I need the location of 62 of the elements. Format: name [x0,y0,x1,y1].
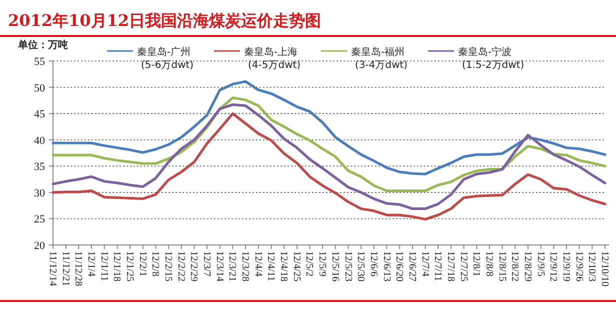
legend-label: 秦皇岛-上海 (4-5万dwt) [244,46,301,71]
x-tick-label: 11/12/28 [72,251,84,286]
x-tick-label: 12/6/13 [380,251,392,282]
x-tick-label: 12/8/1 [470,251,482,277]
x-tick-label: 11/12/21 [60,251,71,286]
x-tick-label: 12/5/9 [316,251,328,277]
x-tick-label: 12/4/18 [278,251,290,282]
line-series [52,80,606,176]
x-tick-label: 12/4/11 [265,251,276,282]
x-tick-label: 12/3/28 [240,251,251,282]
y-tick-label: 35 [34,161,46,174]
y-tick-label: 50 [34,82,46,94]
line-series [52,96,606,192]
x-tick-label: 12/2/1 [136,251,148,277]
x-tick-label: 12/5/30 [355,251,366,282]
x-tick-label: 12/10/10 [599,251,610,287]
x-tick-label: 12/5/23 [342,251,354,282]
y-tick-label: 55 [34,56,46,68]
chart-title: 2012年10月12日我国沿海煤炭运价走势图 [8,11,322,30]
x-tick-label: 12/1/18 [111,251,122,282]
x-tick-label: 12/6/20 [394,251,405,282]
legend-label: 秦皇岛-宁波 (1.5-2万dwt) [458,46,524,71]
x-tick-label: 12/8/29 [522,251,533,282]
x-tick-label: 12/8/8 [483,251,494,277]
y-tick-label: 25 [34,214,46,226]
x-tick-label: 12/9/12 [548,251,559,282]
x-tick-label: 12/5/2 [304,251,315,277]
x-tick-label: 11/12/14 [47,251,58,286]
y-tick-label: 45 [34,108,46,121]
x-tick-label: 12/7/4 [419,251,430,277]
x-tick-label: 12/10/3 [586,251,598,282]
x-tick-label: 12/1/4 [86,251,97,277]
x-tick-label: 12/4/4 [252,251,264,277]
y-tick-label: 30 [34,187,46,200]
x-tick-label: 12/9/19 [560,251,572,282]
x-tick-label: 12/7/25 [458,251,469,282]
x-tick-label: 12/1/25 [124,251,136,282]
x-tick-label: 12/7/18 [444,251,456,282]
x-tick-label: 12/1/11 [98,251,110,282]
x-tick-label: 12/3/7 [201,251,212,277]
legend-label: 秦皇岛-广州 (5-6万dwt) [137,46,194,71]
x-tick-label: 12/7/11 [432,251,444,282]
x-tick-label: 12/6/27 [406,251,418,282]
x-tick-label: 12/2/29 [188,251,200,282]
line-series [52,103,606,210]
x-tick-label: 12/8/15 [496,251,508,282]
line-series [52,112,606,221]
y-axis-title: 单位：万吨 [17,39,68,51]
y-tick-label: 20 [34,240,46,252]
x-tick-label: 12/9/5 [534,251,546,277]
x-tick-label: 12/2/22 [175,251,186,282]
x-tick-label: 12/8/22 [509,251,520,282]
x-tick-label: 12/9/26 [573,251,584,282]
y-tick-label: 40 [34,134,46,147]
x-tick-label: 12/5/16 [329,251,340,282]
legend-label: 秦皇岛-福州 (3-4万dwt) [351,46,408,71]
x-tick-label: 12/4/25 [290,251,302,282]
x-tick-label: 12/6/6 [368,251,379,277]
x-tick-label: 12/2/8 [150,251,161,277]
x-tick-label: 12/2/15 [162,251,174,282]
x-tick-label: 12/3/14 [214,251,225,282]
x-tick-label: 12/3/21 [226,251,238,282]
